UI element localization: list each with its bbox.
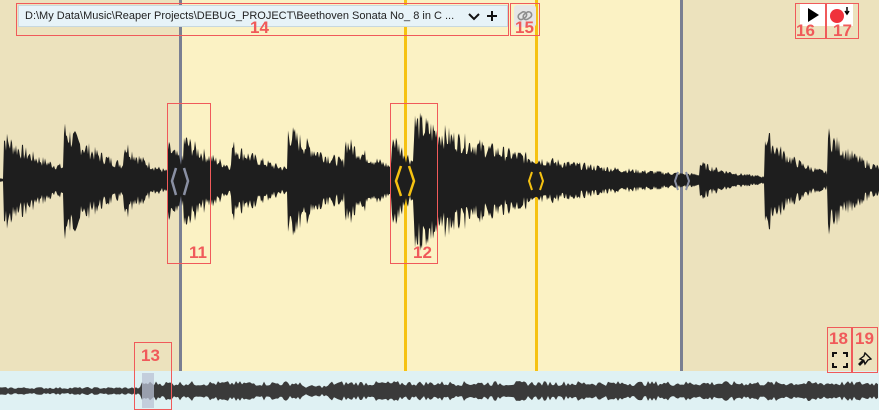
- annotation-label-13: 13: [141, 346, 160, 365]
- pin-button[interactable]: [853, 349, 875, 371]
- loop-end-handle[interactable]: [527, 171, 545, 191]
- annotation-label-18: 18: [829, 329, 848, 348]
- annotation-label-16: 16: [796, 21, 815, 40]
- annotation-box-18: [827, 327, 852, 373]
- record-button[interactable]: [827, 4, 853, 26]
- annotation-label-17: 17: [833, 21, 852, 40]
- overview-view-window[interactable]: [142, 373, 154, 408]
- fullscreen-icon: [832, 352, 848, 368]
- file-path-text[interactable]: D:\My Data\Music\Reaper Projects\DEBUG_P…: [25, 10, 455, 22]
- chevron-down-icon[interactable]: [465, 6, 483, 26]
- annotation-box-16: [795, 3, 826, 39]
- file-path-bar[interactable]: D:\My Data\Music\Reaper Projects\DEBUG_P…: [18, 5, 508, 27]
- annotation-box-11: [167, 103, 211, 264]
- link-button[interactable]: [514, 5, 536, 27]
- plus-icon[interactable]: [483, 6, 501, 26]
- link-icon: [517, 11, 533, 21]
- annotation-box-12: [390, 103, 438, 264]
- annotation-label-19: 19: [855, 329, 874, 348]
- overview-waveform[interactable]: [0, 371, 879, 410]
- record-arm-icon: [830, 7, 850, 23]
- annotation-box-17: [826, 3, 859, 39]
- selection-end-handle[interactable]: [673, 171, 691, 191]
- play-button[interactable]: [800, 4, 825, 26]
- pin-icon: [858, 352, 872, 366]
- selection-start-handle[interactable]: [170, 167, 190, 196]
- main-waveform[interactable]: [0, 0, 879, 371]
- annotation-label-12: 12: [413, 243, 432, 262]
- loop-start-handle[interactable]: [394, 165, 416, 197]
- annotation-box-19: [852, 327, 878, 373]
- annotation-label-14: 14: [250, 18, 269, 37]
- annotation-box-14: [16, 3, 509, 36]
- fullscreen-button[interactable]: [829, 349, 851, 371]
- play-icon: [807, 8, 819, 22]
- annotation-label-11: 11: [189, 243, 207, 262]
- annotation-box-15: [510, 3, 540, 36]
- annotation-label-15: 15: [515, 18, 534, 37]
